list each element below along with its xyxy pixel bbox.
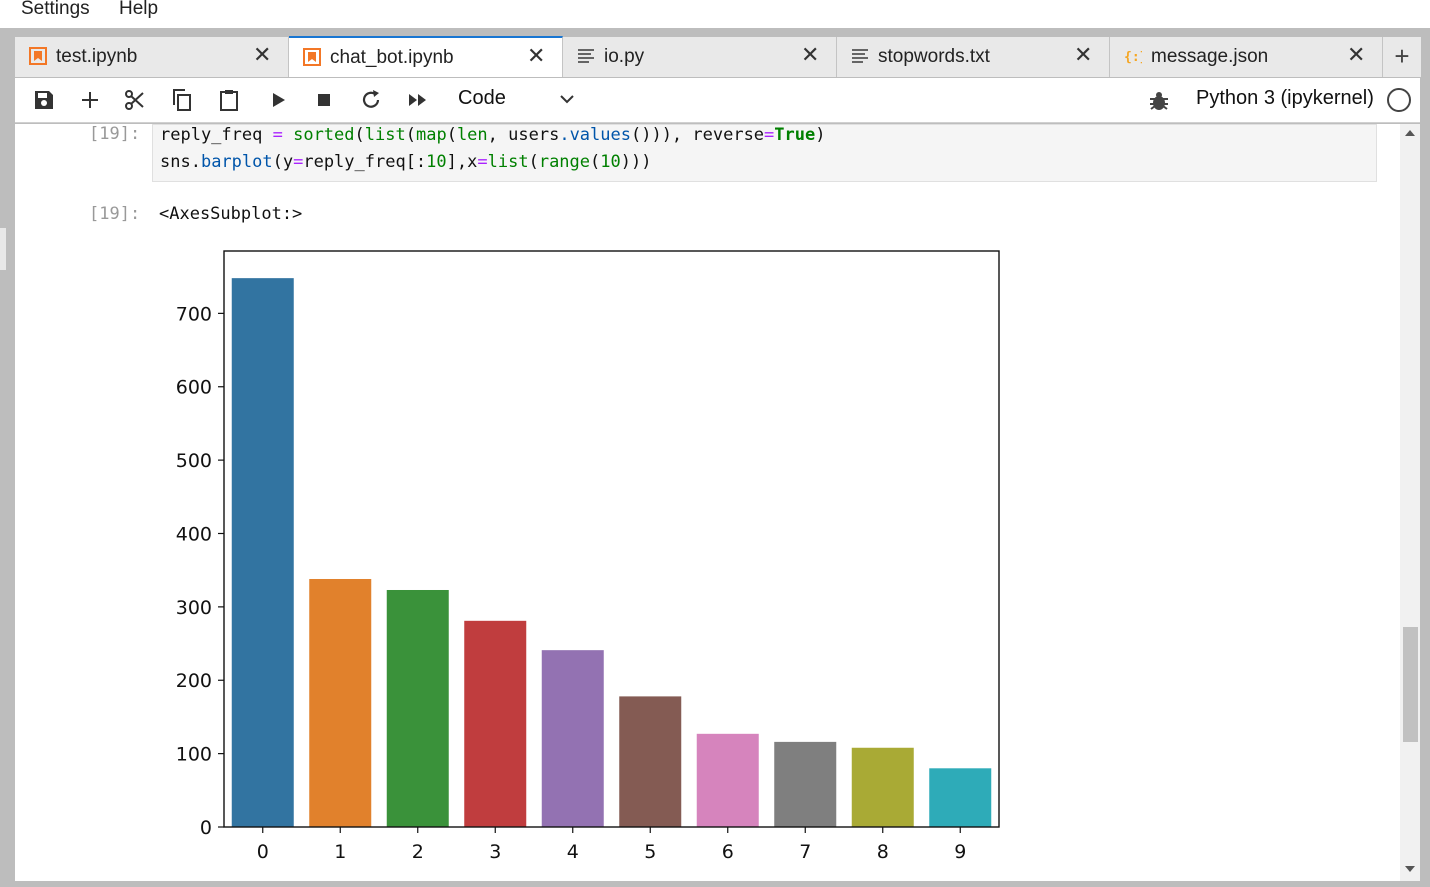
tab-test-ipynb[interactable]: test.ipynb ✕ xyxy=(15,37,289,77)
y-tick-label: 300 xyxy=(176,597,212,619)
y-tick-label: 700 xyxy=(176,303,212,325)
frame-divider xyxy=(0,228,6,270)
menu-help[interactable]: Help xyxy=(119,0,159,19)
chart-bar xyxy=(851,747,914,827)
x-tick-label: 1 xyxy=(334,841,346,863)
chart-bar xyxy=(464,620,527,827)
chart-bar xyxy=(309,578,372,827)
x-tick-label: 3 xyxy=(489,841,501,863)
y-tick-label: 100 xyxy=(176,744,212,766)
tab-label: test.ipynb xyxy=(56,46,138,67)
close-icon[interactable]: ✕ xyxy=(1347,42,1366,67)
x-tick-label: 2 xyxy=(412,841,424,863)
code-cell-input[interactable]: reply_freq = sorted(list(map(len, users.… xyxy=(152,124,1377,182)
code-line-1: reply_freq = sorted(list(map(len, users.… xyxy=(160,125,826,145)
fast-forward-icon[interactable] xyxy=(405,88,431,112)
debugger-bug-icon[interactable] xyxy=(1148,90,1170,112)
y-tick-label: 200 xyxy=(176,670,212,692)
bar-chart: 0 1 2 3 4 5 6 7 8 9 0 100 200 300 400 500 600 700 xyxy=(155,234,1015,874)
x-tick-label: 9 xyxy=(954,841,966,863)
input-prompt: [19]: xyxy=(89,124,141,144)
y-tick-label: 0 xyxy=(200,817,212,839)
scroll-up-arrow-icon[interactable] xyxy=(1405,130,1415,136)
json-file-icon: {:} xyxy=(1124,50,1142,65)
kernel-name[interactable]: Python 3 (ipykernel) xyxy=(1196,87,1374,109)
y-tick-label: 600 xyxy=(176,377,212,399)
run-icon[interactable] xyxy=(265,88,291,112)
output-prompt: [19]: xyxy=(89,204,141,224)
notebook-panel: [19]: reply_freq = sorted(list(map(len, … xyxy=(15,124,1400,881)
output-text: <AxesSubplot:> xyxy=(159,204,303,224)
copy-icon[interactable] xyxy=(169,88,195,112)
chart-bar xyxy=(696,733,759,827)
cell-type-select[interactable]: Code xyxy=(458,87,506,109)
x-tick-label: 4 xyxy=(567,841,579,863)
chart-bar xyxy=(231,278,294,827)
tab-io-py[interactable]: io.py ✕ xyxy=(563,37,837,77)
tab-chat-bot-ipynb[interactable]: chat_bot.ipynb ✕ xyxy=(289,36,563,77)
kernel-status-indicator xyxy=(1387,88,1411,112)
y-tick-label: 400 xyxy=(176,523,212,545)
scroll-down-arrow-icon[interactable] xyxy=(1405,866,1415,872)
restart-icon[interactable] xyxy=(358,88,384,112)
scrollbar-thumb[interactable] xyxy=(1403,627,1418,742)
chart-bar xyxy=(386,589,449,827)
chevron-down-icon[interactable] xyxy=(558,91,576,107)
menu-bar: Settings Help xyxy=(0,0,1430,28)
chart-bar xyxy=(929,768,992,827)
tab-label: stopwords.txt xyxy=(878,46,990,67)
y-tick-label: 500 xyxy=(176,450,212,472)
close-icon[interactable]: ✕ xyxy=(253,42,272,67)
tab-bar: test.ipynb ✕ chat_bot.ipynb ✕ io.py ✕ st… xyxy=(15,36,1421,77)
plot-frame xyxy=(223,250,1000,828)
x-tick-label: 6 xyxy=(722,841,734,863)
notebook-icon xyxy=(29,47,47,65)
text-file-icon xyxy=(852,49,868,63)
notebook-icon xyxy=(303,48,321,66)
close-icon[interactable]: ✕ xyxy=(1074,42,1093,67)
close-icon[interactable]: ✕ xyxy=(527,43,546,68)
tab-stopwords-txt[interactable]: stopwords.txt ✕ xyxy=(837,37,1110,77)
x-tick-label: 8 xyxy=(877,841,889,863)
code-line-2: sns.barplot(y=reply_freq[:10],x=list(ran… xyxy=(160,152,652,172)
x-tick-label: 0 xyxy=(257,841,269,863)
tab-label: message.json xyxy=(1151,46,1269,67)
text-file-icon xyxy=(578,49,594,63)
vertical-scrollbar[interactable] xyxy=(1400,124,1420,881)
cut-icon[interactable] xyxy=(122,88,148,112)
close-icon[interactable]: ✕ xyxy=(801,42,820,67)
svg-text:{:}: {:} xyxy=(1124,50,1142,65)
x-tick-label: 7 xyxy=(799,841,811,863)
chart-bar xyxy=(774,741,837,827)
tab-message-json[interactable]: {:} message.json ✕ xyxy=(1110,37,1383,77)
chart-bar xyxy=(541,650,604,827)
add-cell-icon[interactable] xyxy=(77,88,103,112)
chart-bar xyxy=(619,696,682,827)
tab-label: io.py xyxy=(604,46,645,67)
add-tab-button[interactable]: + xyxy=(1383,37,1421,77)
x-tick-label: 5 xyxy=(644,841,656,863)
save-icon[interactable] xyxy=(31,88,57,112)
menu-settings[interactable]: Settings xyxy=(21,0,90,19)
tab-label: chat_bot.ipynb xyxy=(330,47,454,68)
notebook-toolbar: Code Python 3 (ipykernel) xyxy=(15,78,1420,123)
paste-icon[interactable] xyxy=(216,88,242,112)
stop-icon[interactable] xyxy=(311,88,337,112)
